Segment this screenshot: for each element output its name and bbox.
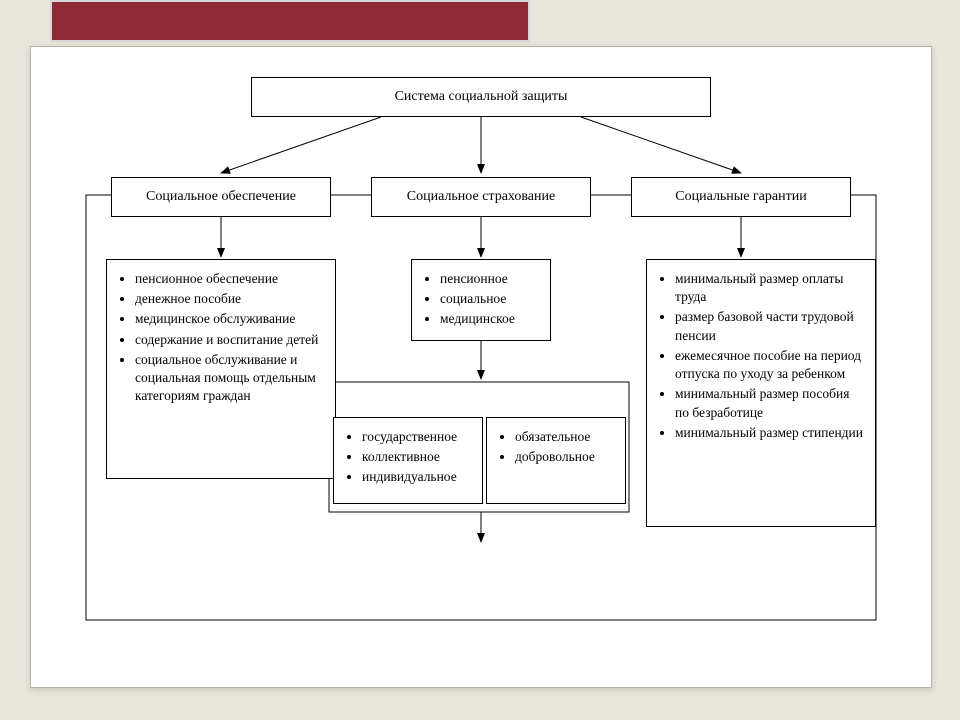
list-box-2a: государственное коллективное индивидуально… — [333, 417, 483, 504]
category-3-label: Социальные гарантии — [675, 189, 806, 205]
list-item: пенсионное — [440, 270, 540, 288]
list-box-2: пенсионное социальное медицинское — [411, 259, 551, 341]
list-item: размер базовой части трудо­вой пенсии — [675, 308, 865, 344]
list-item: медицинское обслуживание — [135, 310, 325, 328]
list-item: государственное — [362, 428, 472, 446]
category-2-label: Социальное страхование — [407, 189, 555, 205]
category-1-label: Социальное обеспечение — [146, 189, 296, 205]
list-item: медицинское — [440, 310, 540, 328]
list-item: минимальный размер сти­пендии — [675, 424, 865, 442]
list-item: социальное — [440, 290, 540, 308]
list-item: содержание и воспитание детей — [135, 331, 325, 349]
list-box-3: минимальный размер оплаты трударазмер ба… — [646, 259, 876, 527]
list-item: добровольное — [515, 448, 615, 466]
category-node-3: Социальные гарантии — [631, 177, 851, 217]
list-item: индивидуальное — [362, 468, 472, 486]
list-3-items: минимальный размер оплаты трударазмер ба… — [657, 270, 865, 442]
list-item: денежное пособие — [135, 290, 325, 308]
list-item: ежемесячное пособие на период отпуска по… — [675, 347, 865, 383]
list-box-2b: обязательное добровольное — [486, 417, 626, 504]
list-box-1: пенсионное обеспечение денежное пособие ме… — [106, 259, 336, 479]
root-node: Система социальной защиты — [251, 77, 711, 117]
list-2b-items: обязательное добровольное — [497, 428, 615, 466]
list-item: обязательное — [515, 428, 615, 446]
list-item: социальное обслужива­ние и социальная по… — [135, 351, 325, 406]
list-item: минимальный размер посо­бия по безработи… — [675, 385, 865, 421]
diagram-canvas: Система социальной защиты Социальное обе… — [31, 47, 931, 687]
list-item: минимальный размер оплаты труда — [675, 270, 865, 306]
list-item: коллективное — [362, 448, 472, 466]
list-item: пенсионное обеспечение — [135, 270, 325, 288]
list-2-items: пенсионное социальное медицинское — [422, 270, 540, 329]
root-label: Система социальной защиты — [395, 89, 568, 105]
list-2a-items: государственное коллективное индивидуально… — [344, 428, 472, 487]
category-node-1: Социальное обеспечение — [111, 177, 331, 217]
header-accent-bar — [50, 0, 530, 42]
category-node-2: Социальное страхование — [371, 177, 591, 217]
diagram-page: Система социальной защиты Социальное обе… — [30, 46, 932, 688]
list-1-items: пенсионное обеспечение денежное пособие ме… — [117, 270, 325, 406]
